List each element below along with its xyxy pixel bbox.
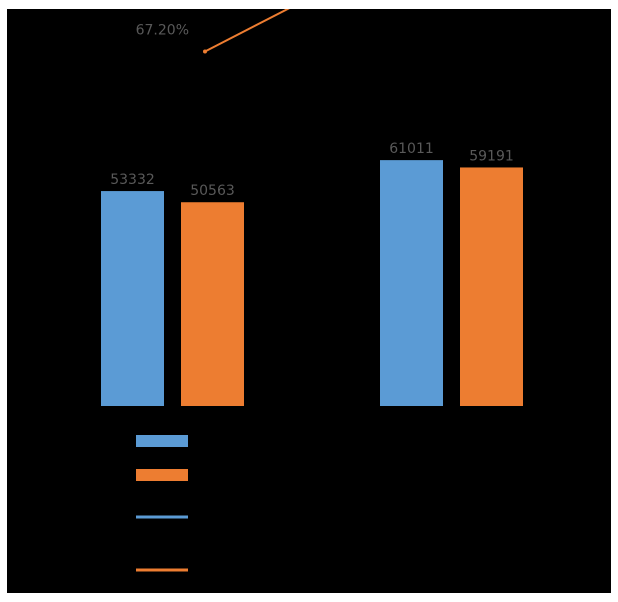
legend-swatch-2 (136, 469, 188, 481)
bar-data-label: 59191 (469, 148, 514, 164)
bar-s2-g2 (460, 167, 523, 406)
legend-swatch-1 (136, 435, 188, 447)
bar-data-label: 61011 (389, 141, 434, 157)
line-series-2 (204, 9, 290, 53)
line-data-label: 67.20% (136, 22, 189, 38)
bar-data-label: 53332 (110, 172, 155, 188)
bar-s1-g2 (380, 160, 443, 406)
combo-chart: 5333261011505635919169.10%73.60%67.20%72… (101, 9, 523, 572)
line-point-s2-1 (203, 49, 207, 54)
chart-area: 5333261011505635919169.10%73.60%67.20%72… (7, 9, 611, 593)
bar-data-label: 50563 (190, 183, 235, 199)
bar-s2-g1 (181, 202, 244, 406)
bar-s1-g1 (101, 191, 164, 406)
